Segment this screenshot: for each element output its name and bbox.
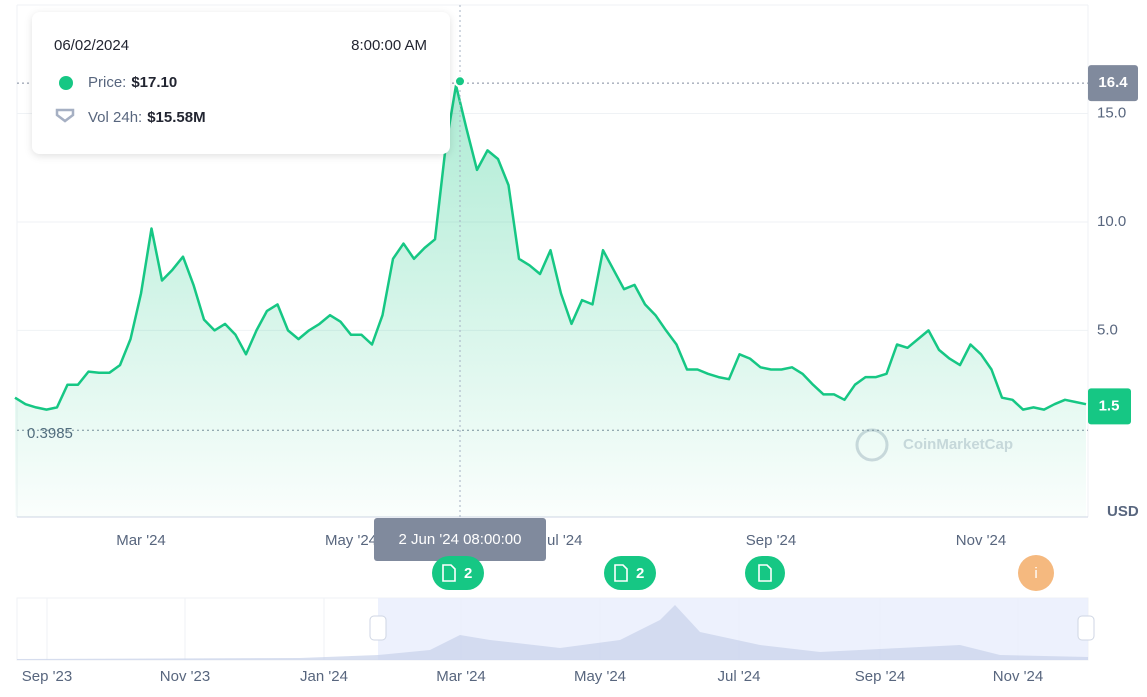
navigator-label: May '24: [574, 668, 626, 685]
current-box: [1088, 388, 1131, 425]
navigator-area: [17, 605, 1088, 660]
event-badge[interactable]: [745, 556, 785, 590]
navigator-handle[interactable]: [369, 615, 387, 641]
area: [15, 85, 1086, 518]
vol-icon: [55, 108, 75, 123]
x-tick-label: Mar '24: [116, 532, 166, 549]
crosshair-label: 2 Jun '24 08:00:00: [399, 531, 522, 548]
tooltip-date: 06/02/2024: [54, 37, 129, 54]
crosshair-label-box: [374, 518, 546, 561]
navigator-label: Sep '24: [855, 668, 905, 685]
y-tick-label: 15.0: [1097, 104, 1126, 121]
y-tick-label: 5.0: [1097, 321, 1118, 338]
x-tick-label: May '24: [325, 532, 377, 549]
tooltip-price: $17.10: [131, 74, 177, 91]
tooltip-vol: $15.58M: [147, 109, 205, 126]
navigator-label: Jul '24: [718, 668, 761, 685]
currency-label: USD: [1107, 503, 1139, 520]
event-badge[interactable]: [604, 556, 656, 590]
navigator-label: Sep '23: [22, 668, 72, 685]
navigator-label: Nov '23: [160, 668, 210, 685]
navigator-label: Mar '24: [436, 668, 486, 685]
tooltip-box: [32, 12, 450, 154]
event-count: 2: [464, 565, 472, 582]
event-icon: [758, 564, 772, 582]
event-icon: [442, 564, 456, 582]
info-icon: i: [1034, 565, 1037, 582]
tooltip-vol-label: Vol 24h:: [88, 109, 142, 126]
navigator-label: Nov '24: [993, 668, 1043, 685]
high-label: 16.4: [1098, 74, 1128, 91]
crosshair-point: [454, 75, 466, 88]
tooltip-price-label: Price:: [88, 74, 126, 91]
event-badge[interactable]: [432, 556, 484, 590]
navigator-handle[interactable]: [1077, 615, 1095, 641]
navigator-label: Jan '24: [300, 668, 348, 685]
x-tick-label: Sep '24: [746, 532, 796, 549]
x-tick-label: Jul '24: [540, 532, 583, 549]
y-tick-label: 10.0: [1097, 213, 1126, 230]
price-dot: [59, 76, 73, 90]
event-count: 2: [636, 565, 644, 582]
tooltip: 06/02/2024 8:00:00 AM Price: $17.10 Vol 24h:…: [32, 12, 450, 154]
info-badge[interactable]: [1018, 555, 1054, 591]
price-line: [14, 84, 1087, 411]
x-tick-label: Nov '24: [956, 532, 1006, 549]
tooltip-time: 8:00:00 AM: [351, 37, 427, 54]
current-label: 1.5: [1099, 397, 1120, 414]
event-icon: [614, 564, 628, 582]
high-box: [1088, 65, 1138, 102]
